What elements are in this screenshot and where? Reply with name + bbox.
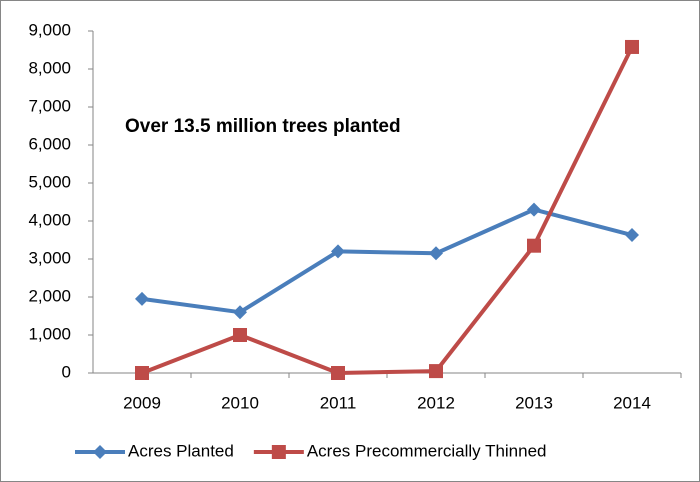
- point: [625, 39, 639, 54]
- y-tick-label: 0: [62, 362, 71, 381]
- series-line: [141, 46, 634, 375]
- y-tick-label: 3,000: [28, 248, 71, 267]
- point: [331, 366, 345, 380]
- x-tick-label: 2009: [123, 393, 161, 412]
- x-tick-label: 2012: [417, 393, 455, 412]
- y-tick-label: 1,000: [28, 324, 71, 343]
- y-tick-label: 7,000: [28, 96, 71, 115]
- point: [527, 238, 541, 253]
- x-tick-label: 2013: [515, 393, 553, 412]
- point: [93, 445, 107, 459]
- legend-label: Acres Planted: [128, 441, 234, 460]
- point: [429, 246, 443, 261]
- x-tick-label: 2011: [320, 393, 357, 412]
- point: [527, 202, 541, 217]
- annotation: Over 13.5 million trees planted: [125, 116, 401, 137]
- point: [331, 244, 345, 259]
- point: [429, 364, 443, 379]
- point: [233, 328, 247, 342]
- x-tick-label: 2014: [613, 393, 651, 412]
- y-tick-label: 5,000: [28, 172, 71, 191]
- x-tick-label: 2010: [221, 393, 259, 412]
- y-tick-label: 9,000: [28, 20, 71, 39]
- y-tick-label: 6,000: [28, 134, 71, 153]
- point: [271, 445, 286, 459]
- point: [135, 366, 149, 380]
- point: [135, 291, 149, 306]
- point: [233, 305, 247, 320]
- y-tick-label: 4,000: [28, 210, 71, 229]
- legend-label: Acres Precommercially Thinned: [307, 441, 547, 460]
- y-tick-label: 8,000: [28, 58, 71, 77]
- y-tick-label: 2,000: [28, 286, 71, 305]
- point: [625, 228, 639, 243]
